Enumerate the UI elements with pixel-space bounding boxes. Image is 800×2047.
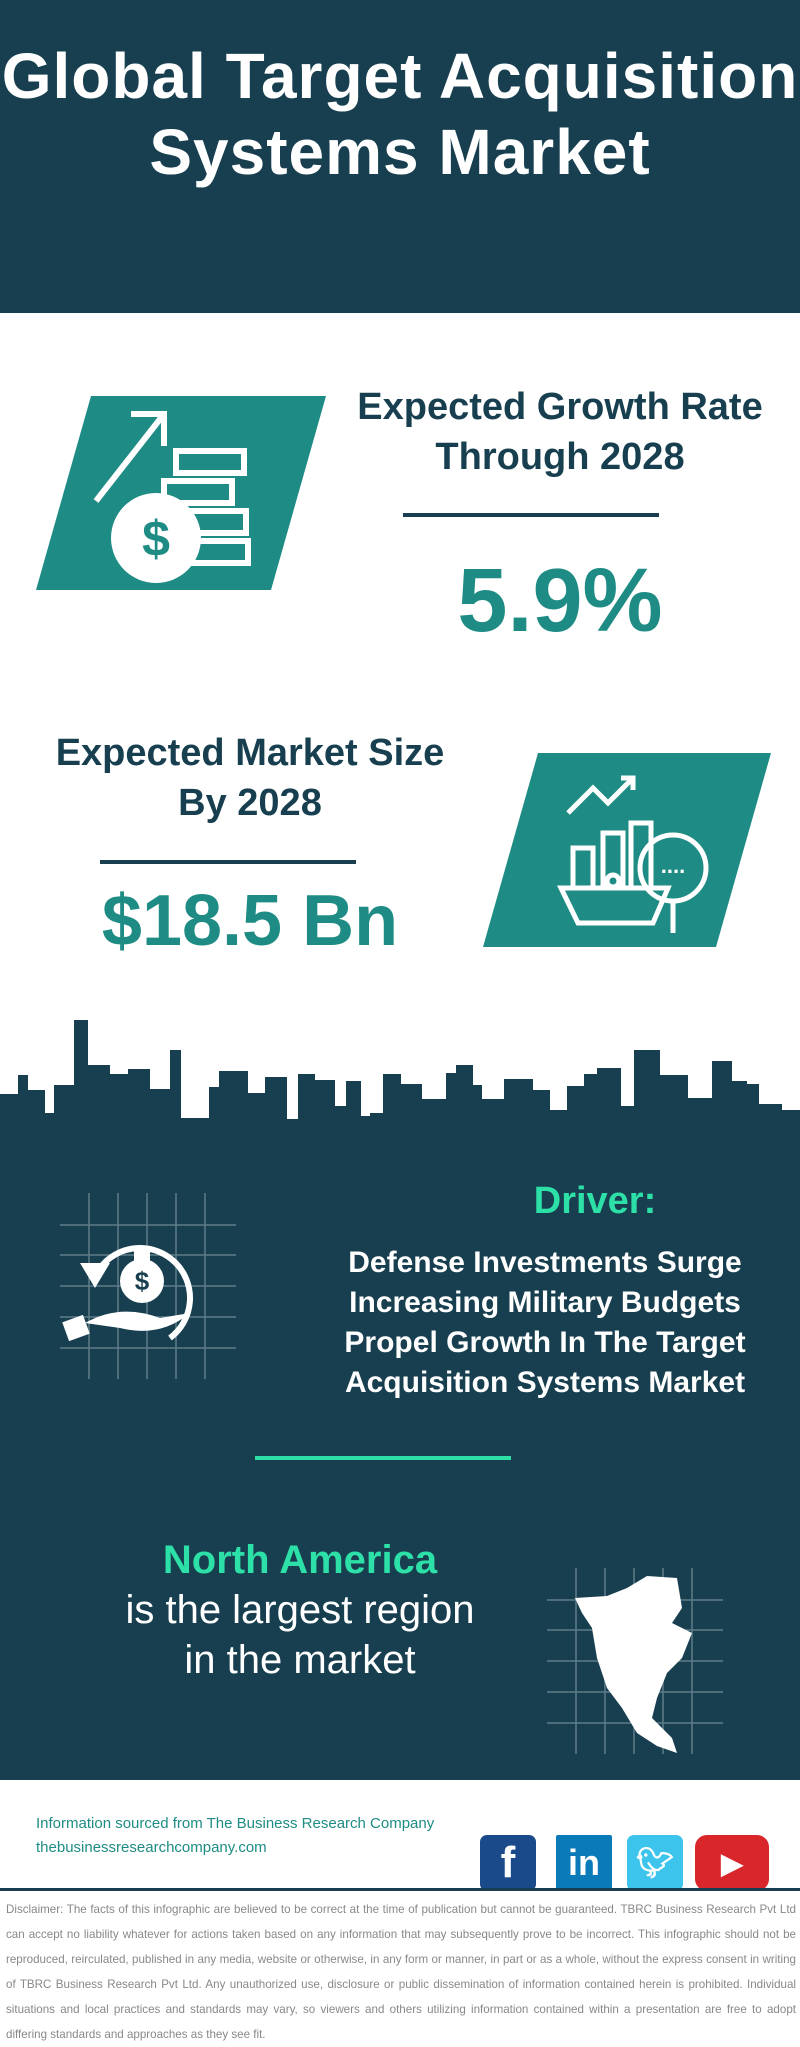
market-size-value: $18.5 Bn bbox=[101, 881, 399, 961]
footer-divider bbox=[0, 1888, 800, 1891]
svg-text:$: $ bbox=[142, 511, 170, 567]
source-text: Information sourced from The Business Re… bbox=[36, 1815, 435, 1832]
skyline-silhouette bbox=[0, 1020, 800, 1130]
source-link[interactable]: thebusinessresearchcompany.com bbox=[36, 1839, 267, 1856]
region-text: is the largest region in the market bbox=[125, 1588, 475, 1682]
page-title: Global Target Acquisition Systems Market bbox=[1, 40, 799, 188]
region-name: North America bbox=[162, 1538, 438, 1582]
market-analysis-icon: .... bbox=[483, 753, 771, 947]
market-size-divider bbox=[100, 860, 356, 864]
city-skyline-graphic bbox=[0, 1020, 800, 1130]
facebook-icon[interactable]: f bbox=[480, 1835, 536, 1891]
growth-label: Expected Growth Rate Through 2028 bbox=[357, 386, 763, 478]
growth-value: 5.9% bbox=[457, 551, 663, 651]
growth-divider bbox=[403, 513, 659, 517]
region-block: North America is the largest region in t… bbox=[60, 1535, 540, 1685]
driver-text: Defense Investments Surge Increasing Mil… bbox=[344, 1246, 746, 1399]
linkedin-icon[interactable]: in bbox=[556, 1835, 612, 1891]
source-info: Information sourced from The Business Re… bbox=[36, 1812, 434, 1860]
north-america-map-icon bbox=[547, 1568, 723, 1754]
section-divider bbox=[255, 1456, 511, 1460]
money-growth-icon: $ bbox=[36, 396, 326, 590]
market-size-label: Expected Market Size By 2028 bbox=[55, 732, 445, 824]
header-banner bbox=[0, 0, 800, 313]
disclaimer: Disclaimer: The facts of this infographi… bbox=[6, 1903, 796, 2041]
money-bag-hand-icon: $ bbox=[60, 1193, 236, 1379]
youtube-icon[interactable]: ▶ bbox=[695, 1835, 769, 1891]
svg-text:$: $ bbox=[135, 1266, 150, 1296]
svg-text:....: .... bbox=[661, 853, 685, 878]
driver-title: Driver: bbox=[533, 1180, 657, 1222]
twitter-icon[interactable]: 🐦︎ bbox=[627, 1835, 683, 1891]
